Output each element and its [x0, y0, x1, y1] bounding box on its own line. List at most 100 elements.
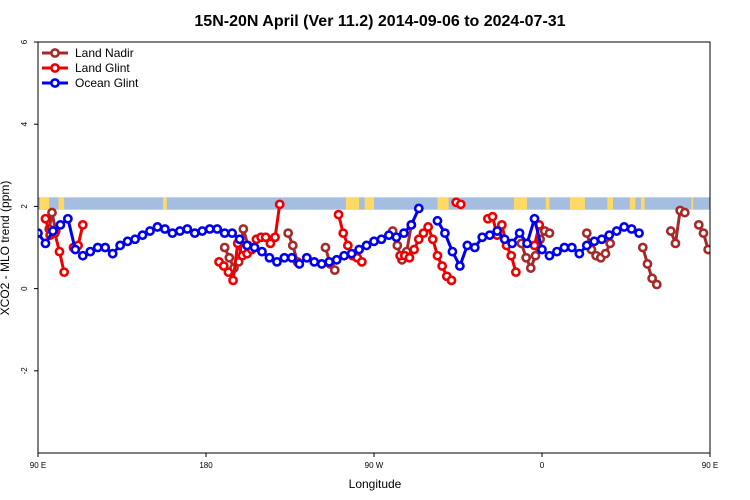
- data-point: [249, 242, 260, 253]
- y-axis-title: XCO2 - MLO trend (ppm): [0, 181, 12, 316]
- data-point: [506, 250, 517, 261]
- data-point: [581, 240, 592, 251]
- data-point: [522, 238, 532, 249]
- data-point: [212, 224, 223, 234]
- y-tick-label: 2: [20, 204, 29, 209]
- data-point: [581, 228, 592, 239]
- data-point: [316, 259, 327, 269]
- data-point: [274, 199, 285, 210]
- data-point: [637, 242, 648, 253]
- data-point: [145, 226, 155, 236]
- data-point: [48, 226, 58, 236]
- data-point: [596, 234, 607, 245]
- data-point: [406, 219, 417, 230]
- legend-label: Land Glint: [75, 61, 130, 75]
- data-point: [197, 226, 208, 236]
- data-point: [223, 267, 234, 278]
- data-point: [626, 224, 637, 234]
- data-point: [484, 230, 495, 241]
- legend-marker: [50, 78, 60, 88]
- data-point: [600, 248, 611, 259]
- data-point: [530, 250, 541, 261]
- data-point: [647, 273, 658, 284]
- data-point: [529, 240, 540, 251]
- data-point: [440, 228, 450, 239]
- data-point: [529, 213, 540, 224]
- data-point: [40, 213, 51, 224]
- data-point: [437, 261, 448, 271]
- data-point: [92, 242, 103, 253]
- data-point: [447, 246, 458, 257]
- data-point: [427, 234, 438, 245]
- y-tick-label: 6: [20, 39, 29, 44]
- data-point: [469, 242, 480, 253]
- x-tick-label: 90 E: [702, 461, 718, 470]
- data-point: [413, 234, 424, 245]
- data-point: [432, 215, 443, 226]
- data-point: [62, 213, 73, 224]
- data-point: [59, 267, 70, 278]
- data-point: [455, 199, 466, 210]
- data-point: [574, 248, 585, 259]
- data-point: [537, 244, 547, 255]
- data-point: [679, 207, 690, 218]
- data-point: [47, 207, 57, 218]
- x-axis: 90 E 180 90 W 0 90 E: [30, 453, 718, 470]
- data-point: [331, 254, 342, 265]
- data-point: [219, 228, 230, 239]
- data-point: [234, 234, 245, 245]
- land-patch: [691, 197, 694, 210]
- data-point: [227, 228, 238, 239]
- data-point: [342, 240, 353, 251]
- data-point: [492, 226, 503, 236]
- x-axis-title: Longitude: [349, 477, 402, 491]
- data-point: [634, 228, 644, 239]
- data-point: [265, 238, 276, 249]
- data-point: [122, 236, 133, 247]
- data-point: [320, 242, 331, 253]
- data-point: [219, 242, 230, 253]
- data-point: [189, 228, 200, 239]
- data-point: [270, 232, 280, 243]
- data-point: [152, 222, 163, 232]
- data-point: [487, 211, 498, 222]
- data-point: [514, 228, 525, 239]
- data-point: [510, 267, 521, 278]
- data-point: [324, 256, 335, 267]
- data-point: [100, 242, 111, 253]
- data-point: [384, 230, 394, 241]
- data-point: [499, 234, 510, 245]
- data-point: [130, 234, 140, 245]
- data-point: [703, 244, 710, 255]
- data-point: [77, 219, 88, 230]
- legend-item: Land Nadir: [42, 46, 134, 60]
- data-point: [413, 203, 424, 214]
- legend-marker: [50, 48, 60, 58]
- land-patch: [58, 197, 65, 210]
- data-point: [224, 252, 235, 263]
- legend-label: Ocean Glint: [75, 76, 139, 90]
- y-tick-label: 4: [20, 121, 29, 126]
- data-point: [242, 240, 252, 251]
- series-ocean-glint: [38, 203, 644, 271]
- y-tick-label: -2: [20, 367, 29, 375]
- data-point: [432, 250, 443, 261]
- y-tick-label: 0: [20, 286, 29, 291]
- data-point: [462, 240, 473, 251]
- data-point: [642, 259, 653, 269]
- data-point: [309, 256, 320, 267]
- data-point: [376, 234, 387, 245]
- data-point: [544, 228, 555, 239]
- data-point: [525, 263, 536, 273]
- land-patch: [607, 197, 613, 210]
- x-tick-label: 0: [540, 461, 545, 470]
- data-point: [604, 230, 615, 241]
- land-patch: [570, 197, 585, 210]
- data-point: [174, 226, 185, 236]
- data-point: [446, 275, 457, 286]
- legend-label: Land Nadir: [75, 46, 134, 60]
- data-point: [160, 224, 170, 234]
- data-point: [329, 265, 340, 276]
